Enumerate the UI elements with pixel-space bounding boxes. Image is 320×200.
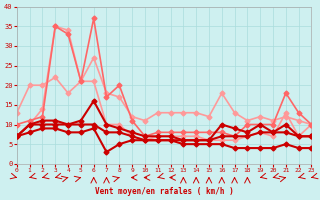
X-axis label: Vent moyen/en rafales ( km/h ): Vent moyen/en rafales ( km/h ) <box>95 187 234 196</box>
